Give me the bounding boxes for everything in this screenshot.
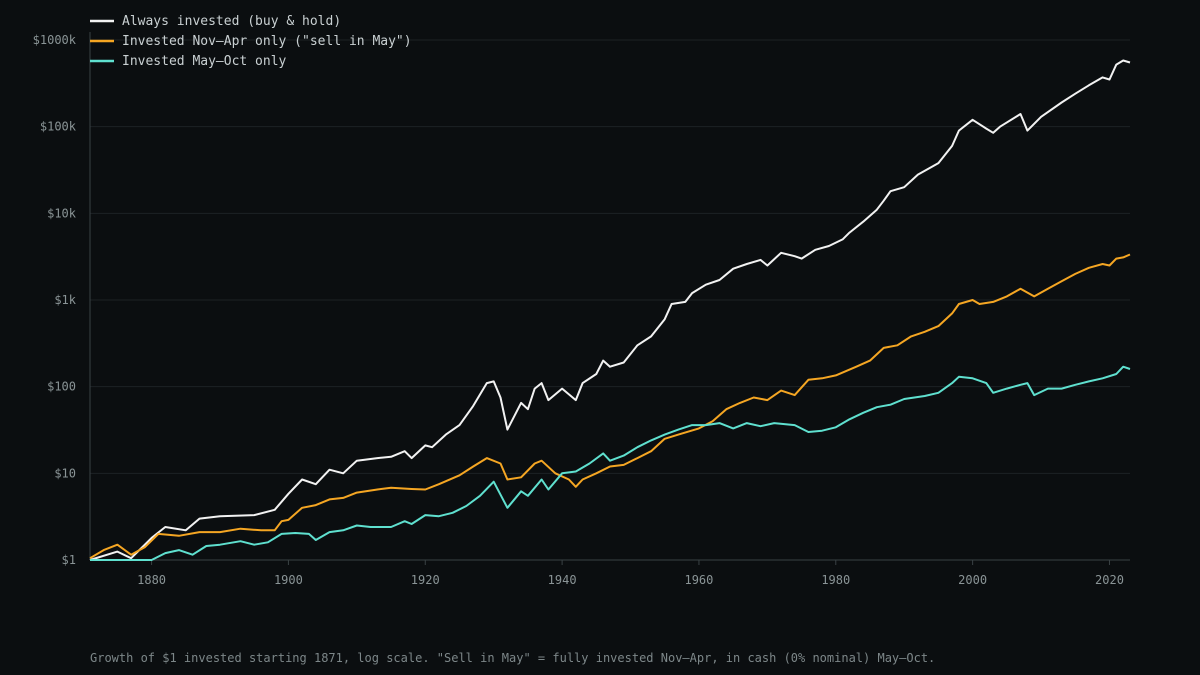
y-tick-label: $1 [62,553,76,567]
x-tick-label: 1880 [137,573,166,587]
y-tick-label: $100k [40,120,77,134]
chart-caption: Growth of $1 invested starting 1871, log… [90,651,936,665]
y-axis-tick-labels: $1 $10 $100 $1k $10k $100k $1000k [33,33,77,567]
x-tick-label: 1940 [548,573,577,587]
y-tick-label: $10k [47,206,77,220]
series-line-3 [90,365,1131,561]
x-tick-label: 2020 [1095,573,1124,587]
legend-label-1: Always invested (buy & hold) [122,14,341,29]
series-lines [89,59,1131,561]
grid-lines [90,39,1130,474]
y-tick-label: $100 [47,380,76,394]
y-tick-label: $1000k [33,33,77,47]
x-tick-label: 1920 [411,573,440,587]
legend-label-2: Invested Nov–Apr only ("sell in May") [122,34,412,49]
y-tick-label: $1k [54,293,76,307]
series-line-1 [89,59,1131,561]
x-tick-label: 1960 [684,573,713,587]
legend: Always invested (buy & hold) Invested Nov… [90,14,412,69]
axes [89,32,1130,565]
x-tick-label: 2000 [958,573,987,587]
x-tick-label: 1980 [821,573,850,587]
legend-label-3: Invested May–Oct only [122,54,287,69]
series-line-2 [89,253,1131,560]
y-tick-label: $10 [54,466,76,480]
x-tick-label: 1900 [274,573,303,587]
x-axis-tick-labels: 1880 1900 1920 1940 1960 1980 2000 2020 [137,573,1124,587]
